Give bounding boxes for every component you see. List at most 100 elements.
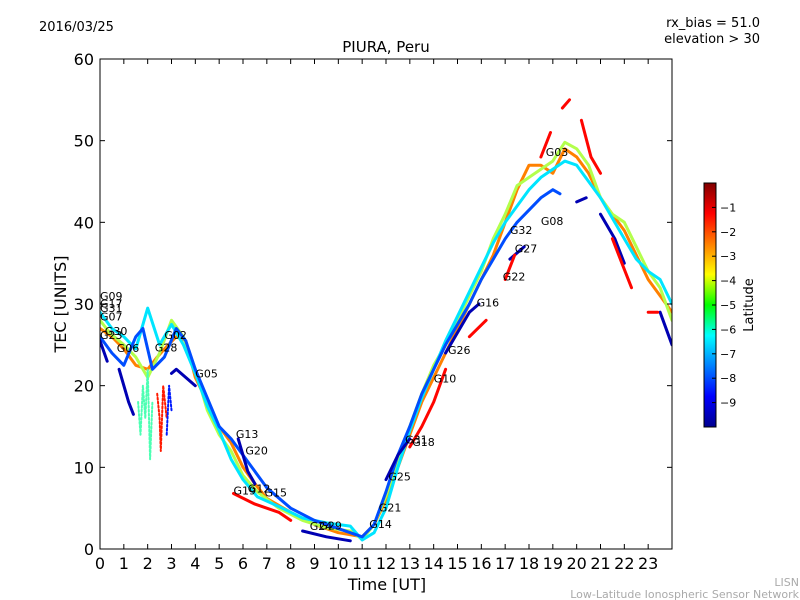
x-tick-label: 4 (190, 554, 200, 573)
y-tick-label: 30 (74, 295, 94, 314)
sat-label: G21 (379, 501, 402, 514)
sat-label: G19 (234, 484, 257, 497)
colorbar-tick-label: −5 (720, 299, 736, 312)
sat-label: G18 (412, 436, 435, 449)
x-tick-label: 10 (328, 554, 348, 573)
y-tick-label: 0 (84, 540, 94, 559)
series-line (236, 437, 257, 486)
footer-lisn: LISN (774, 576, 799, 589)
sat-label: G28 (155, 341, 178, 354)
chart-title: PIURA, Peru (342, 38, 429, 56)
sat-label: G14 (369, 518, 392, 531)
sat-label: G31 (100, 302, 123, 315)
colorbar-ticks: −1 −2 −3 −4 −5 −6 −7 −8 −9 (712, 201, 736, 410)
x-tick-label: 9 (309, 554, 319, 573)
sat-label: G08 (541, 215, 564, 228)
series-line (301, 529, 352, 543)
y-axis-label: TEC [UNITS] (51, 256, 70, 354)
x-tick-label: 2 (143, 554, 153, 573)
x-tick-label: 15 (447, 554, 467, 573)
series-line (658, 310, 672, 347)
sat-label: G32 (510, 224, 533, 237)
series-line (508, 245, 526, 261)
series-line (503, 253, 517, 281)
y-tick-label: 10 (74, 458, 94, 477)
x-tick-label: 21 (590, 554, 610, 573)
sat-label: G07 (100, 310, 123, 323)
x-axis: 0 1 2 3 4 5 6 7 8 9 10 11 12 13 14 15 16 17 18 19 20 21 22 23 (95, 59, 658, 573)
sat-label: G27 (515, 243, 538, 256)
series-line (137, 368, 154, 461)
sat-label: G16 (477, 296, 500, 309)
colorbar-tick-label: −9 (720, 397, 736, 410)
series-line (100, 188, 562, 539)
sat-label: G22 (503, 270, 526, 283)
sat-label: G12 (248, 483, 271, 496)
x-tick-label: 14 (423, 554, 443, 573)
x-tick-label: 6 (238, 554, 248, 573)
sat-label: G25 (388, 470, 411, 483)
x-tick-label: 11 (352, 554, 372, 573)
x-tick-label: 5 (214, 554, 224, 573)
sat-label-layer: G09G17G31G07G30G23G06G02G28G05G13G20G19G… (100, 146, 568, 533)
sat-label: G05 (195, 368, 218, 381)
sat-label: G23 (100, 329, 123, 342)
series-layer (100, 98, 672, 543)
sat-label: G26 (448, 344, 471, 357)
colorbar-label: Latitude (742, 278, 757, 332)
series-line (610, 237, 633, 290)
series-line (599, 212, 626, 265)
plot-frame (99, 58, 673, 550)
y-tick-label: 50 (74, 132, 94, 151)
sat-label: G29 (319, 519, 342, 532)
series-line (408, 367, 448, 449)
x-tick-label: 0 (95, 554, 105, 573)
series-line (579, 118, 602, 175)
series-line (444, 302, 481, 355)
colorbar-tick-label: −3 (720, 250, 736, 263)
y-tick-label: 40 (74, 213, 94, 232)
colorbar-tick-label: −4 (720, 275, 736, 288)
sat-label: G02 (164, 329, 187, 342)
series-line (560, 98, 571, 110)
series-line (539, 131, 552, 159)
colorbar-tick-label: −2 (720, 226, 736, 239)
series-line (232, 492, 293, 522)
x-tick-label: 13 (400, 554, 420, 573)
series-line (575, 196, 588, 204)
x-tick-label: 22 (614, 554, 634, 573)
elevation-label: elevation > 30 (664, 32, 760, 47)
colorbar-tick-label: −7 (720, 348, 736, 361)
colorbar-tick-label: −8 (720, 372, 736, 385)
x-tick-label: 20 (566, 554, 586, 573)
sat-label: G09 (100, 290, 123, 303)
x-tick-label: 3 (166, 554, 176, 573)
rx-bias-label: rx_bias = 51.0 (666, 16, 760, 31)
colorbar-tick-label: −6 (720, 323, 736, 336)
date-label: 2016/03/25 (39, 20, 114, 35)
sat-label: G15 (265, 487, 288, 500)
series-line (156, 384, 168, 452)
x-tick-label: 17 (495, 554, 515, 573)
series-line (100, 159, 672, 542)
x-tick-label: 16 (471, 554, 491, 573)
series-line (165, 384, 173, 436)
sat-label: G03 (546, 146, 569, 159)
x-tick-label: 7 (262, 554, 272, 573)
x-tick-label: 8 (286, 554, 296, 573)
series-line (170, 367, 197, 388)
sat-label: G31 (405, 434, 428, 447)
series-line (117, 367, 135, 416)
y-tick-label: 60 (74, 50, 94, 69)
sat-label: G17 (100, 297, 123, 310)
sat-label: G10 (434, 372, 457, 385)
x-axis-label: Time [UT] (347, 575, 426, 594)
colorbar-tick-label: −1 (720, 201, 736, 214)
x-tick-label: 19 (543, 554, 563, 573)
x-tick-label: 23 (638, 554, 658, 573)
sat-label: G30 (105, 325, 128, 338)
y-tick-label: 20 (74, 377, 94, 396)
series-line (467, 318, 488, 339)
sat-label: G13 (236, 428, 259, 441)
